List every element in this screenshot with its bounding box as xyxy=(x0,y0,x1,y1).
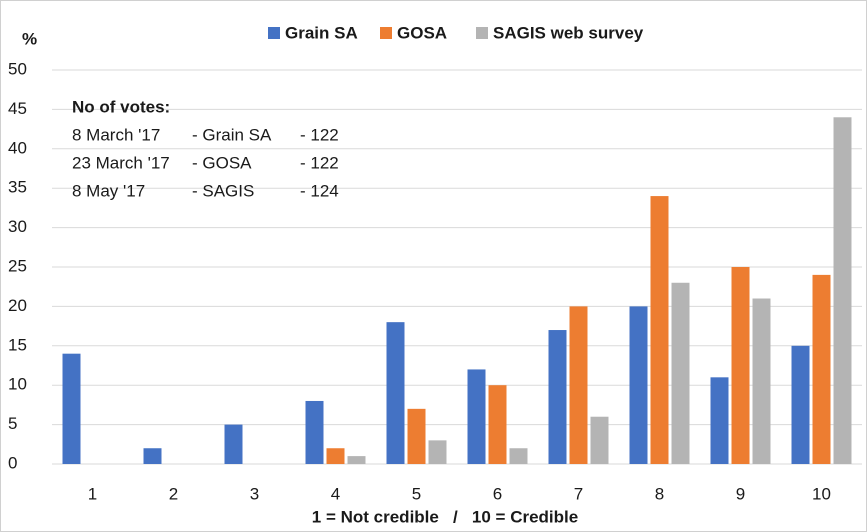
y-tick-label: 20 xyxy=(8,296,27,315)
y-tick-label: 0 xyxy=(8,453,17,472)
x-tick-label: 10 xyxy=(812,484,831,503)
bar xyxy=(467,369,486,464)
bar xyxy=(386,322,405,464)
bar xyxy=(710,377,729,464)
bar xyxy=(833,117,852,464)
y-tick-label: 35 xyxy=(8,178,27,197)
x-tick-label: 1 xyxy=(88,484,97,503)
y-tick-label: 15 xyxy=(8,335,27,354)
y-axis-label: % xyxy=(22,29,37,48)
bar xyxy=(347,456,366,464)
y-tick-label: 25 xyxy=(8,256,27,275)
annotation-text: 8 May '17 xyxy=(72,181,145,200)
bar xyxy=(326,448,345,464)
bar xyxy=(650,196,669,464)
annotation-text: - SAGIS xyxy=(192,181,254,200)
x-tick-label: 7 xyxy=(574,484,583,503)
legend-swatch xyxy=(380,27,392,39)
legend-label: GOSA xyxy=(397,23,447,42)
bar xyxy=(731,267,750,464)
bar xyxy=(407,408,426,464)
bar xyxy=(671,282,690,464)
bar xyxy=(590,416,609,464)
bar xyxy=(791,345,810,464)
annotation-text: - Grain SA xyxy=(192,125,272,144)
bar xyxy=(629,306,648,464)
y-tick-label: 10 xyxy=(8,375,27,394)
x-tick-label: 4 xyxy=(331,484,340,503)
bar xyxy=(548,330,567,464)
bar xyxy=(224,424,243,464)
y-tick-label: 45 xyxy=(8,99,27,118)
bar xyxy=(752,298,771,464)
x-tick-label: 3 xyxy=(250,484,259,503)
y-tick-label: 30 xyxy=(8,217,27,236)
bar xyxy=(488,385,507,464)
bar xyxy=(143,448,162,464)
annotation-title: No of votes: xyxy=(72,97,170,116)
x-tick-label: 8 xyxy=(655,484,664,503)
annotation-text: - 122 xyxy=(300,125,339,144)
bar xyxy=(569,306,588,464)
legend-swatch xyxy=(268,27,280,39)
bar xyxy=(812,274,831,464)
bar xyxy=(305,400,324,464)
annotation-text: 23 March '17 xyxy=(72,153,170,172)
bar xyxy=(62,353,81,464)
annotation-text: - GOSA xyxy=(192,153,252,172)
legend-label: SAGIS web survey xyxy=(493,23,644,42)
bar xyxy=(509,448,528,464)
x-tick-label: 9 xyxy=(736,484,745,503)
y-tick-label: 50 xyxy=(8,59,27,78)
x-tick-label: 6 xyxy=(493,484,502,503)
x-tick-label: 2 xyxy=(169,484,178,503)
annotation-text: - 122 xyxy=(300,153,339,172)
annotation-text: 8 March '17 xyxy=(72,125,160,144)
annotation-text: - 124 xyxy=(300,181,339,200)
legend-swatch xyxy=(476,27,488,39)
x-axis-label: 1 = Not credible / 10 = Credible xyxy=(312,507,578,526)
x-tick-label: 5 xyxy=(412,484,421,503)
bar xyxy=(428,440,447,464)
y-tick-label: 40 xyxy=(8,138,27,157)
legend-label: Grain SA xyxy=(285,23,358,42)
y-tick-label: 5 xyxy=(8,414,17,433)
